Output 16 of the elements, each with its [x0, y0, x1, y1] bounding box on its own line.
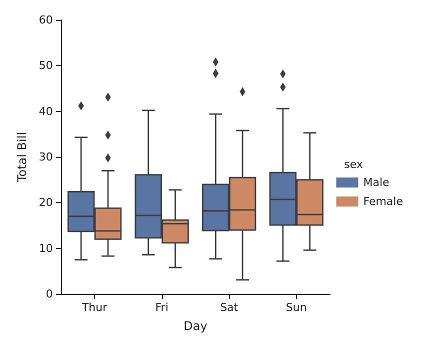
y-tick-label: 10: [38, 242, 53, 255]
y-tick-label: 60: [38, 14, 53, 26]
y-tick-label: 30: [38, 150, 53, 164]
y-tick-label: 0: [46, 288, 53, 300]
x-tick-label: Sun: [286, 301, 307, 314]
y-tick-label: 20: [38, 196, 53, 210]
legend-label: Male: [363, 176, 390, 189]
legend-title: sex: [344, 158, 364, 171]
y-axis-title: Total Bill: [15, 132, 29, 184]
y-tick-label: 50: [38, 59, 53, 72]
x-tick-label: Sat: [220, 301, 239, 314]
legend-label: Female: [363, 195, 404, 208]
y-tick-label: 40: [38, 104, 53, 118]
x-axis-title: Day: [184, 319, 208, 333]
x-tick-label: Thur: [80, 301, 108, 314]
x-tick-label: Fri: [155, 301, 168, 314]
